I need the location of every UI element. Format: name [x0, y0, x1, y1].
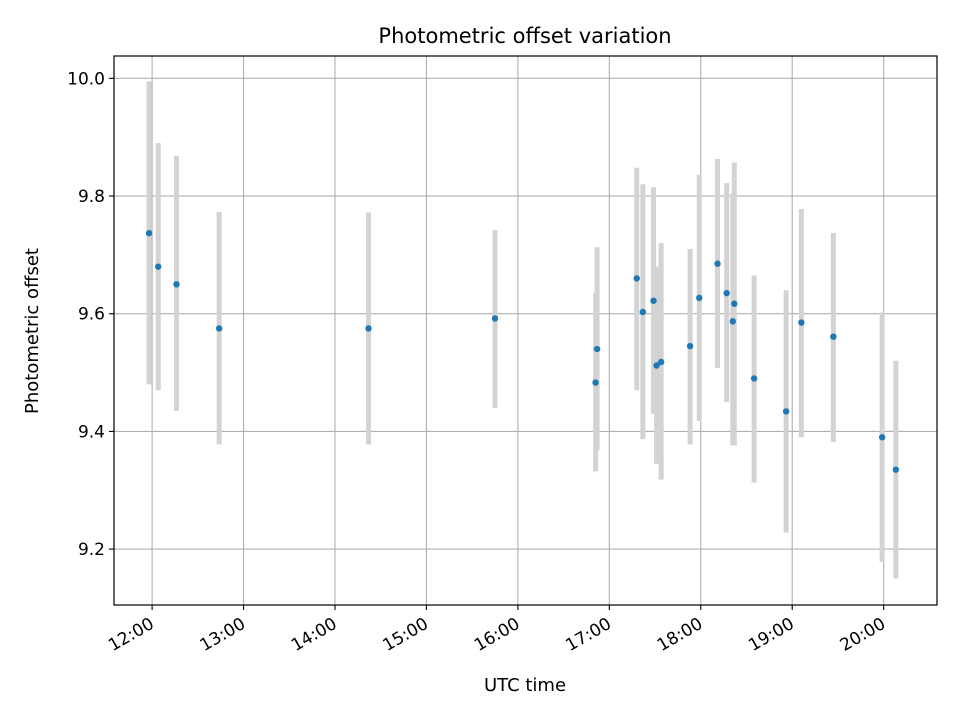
y-tick-label: 9.8 [78, 187, 105, 207]
data-point [592, 379, 599, 386]
data-point [491, 315, 499, 322]
data-point [365, 325, 372, 332]
y-tick-label: 9.2 [78, 540, 105, 560]
data-point [892, 466, 900, 473]
data-point [696, 294, 703, 302]
data-points [145, 229, 900, 473]
y-axis-title: Photometric offset [22, 248, 43, 414]
data-point [657, 358, 665, 366]
data-point [154, 263, 162, 270]
data-point [714, 260, 721, 267]
data-point [798, 319, 805, 326]
y-tick-label: 9.6 [78, 305, 105, 325]
data-point [215, 325, 223, 332]
y-tick-label: 10.0 [67, 69, 105, 89]
data-point [686, 342, 694, 350]
data-point [145, 229, 153, 237]
data-point [782, 408, 790, 415]
data-point [750, 375, 758, 382]
chart-title: Photometric offset variation [378, 24, 671, 48]
data-point [729, 318, 736, 325]
data-point [723, 289, 730, 297]
data-point [650, 297, 657, 304]
data-point [173, 281, 180, 288]
data-point [633, 275, 640, 282]
data-point [878, 434, 886, 441]
data-point [639, 308, 647, 316]
data-point [653, 362, 660, 369]
data-point [593, 345, 601, 353]
x-axis-title: UTC time [484, 675, 566, 696]
grid [114, 56, 937, 605]
y-tick-label: 9.4 [78, 422, 105, 442]
data-point [830, 333, 837, 340]
data-point [731, 300, 738, 307]
plot-frame [113, 55, 938, 606]
